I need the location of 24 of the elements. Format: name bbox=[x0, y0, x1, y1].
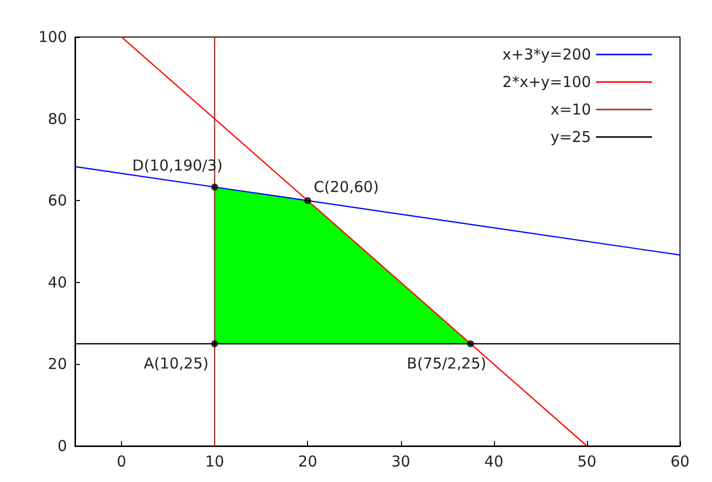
y-tick-label: 60 bbox=[48, 192, 67, 210]
point bbox=[467, 340, 474, 348]
point bbox=[304, 197, 312, 204]
y-tick-label: 100 bbox=[38, 28, 67, 46]
y-tick-label: 20 bbox=[48, 355, 67, 374]
x-tick-label: 20 bbox=[298, 452, 318, 470]
annotation: B(75/2,25) bbox=[406, 354, 486, 372]
legend-label: x=10 bbox=[550, 100, 591, 118]
x-tick-label: 50 bbox=[577, 452, 596, 470]
legend-label: x+3*y=200 bbox=[502, 46, 591, 64]
legend-label: y=25 bbox=[550, 128, 591, 146]
point bbox=[211, 340, 218, 348]
x-tick-label: 0 bbox=[116, 452, 126, 470]
legend-label: 2*x+y=100 bbox=[502, 73, 591, 91]
x-tick-label: 30 bbox=[391, 452, 410, 470]
y-tick-label: 80 bbox=[48, 110, 67, 128]
y-tick-label: 40 bbox=[48, 273, 67, 292]
x-tick-label: 60 bbox=[670, 452, 690, 470]
y-tick-label: 0 bbox=[57, 437, 67, 455]
annotation: C(20,60) bbox=[314, 178, 379, 196]
x-tick-label: 10 bbox=[205, 452, 224, 470]
x-tick-label: 40 bbox=[484, 452, 504, 470]
annotation: A(10,25) bbox=[144, 354, 209, 372]
point bbox=[211, 184, 218, 191]
